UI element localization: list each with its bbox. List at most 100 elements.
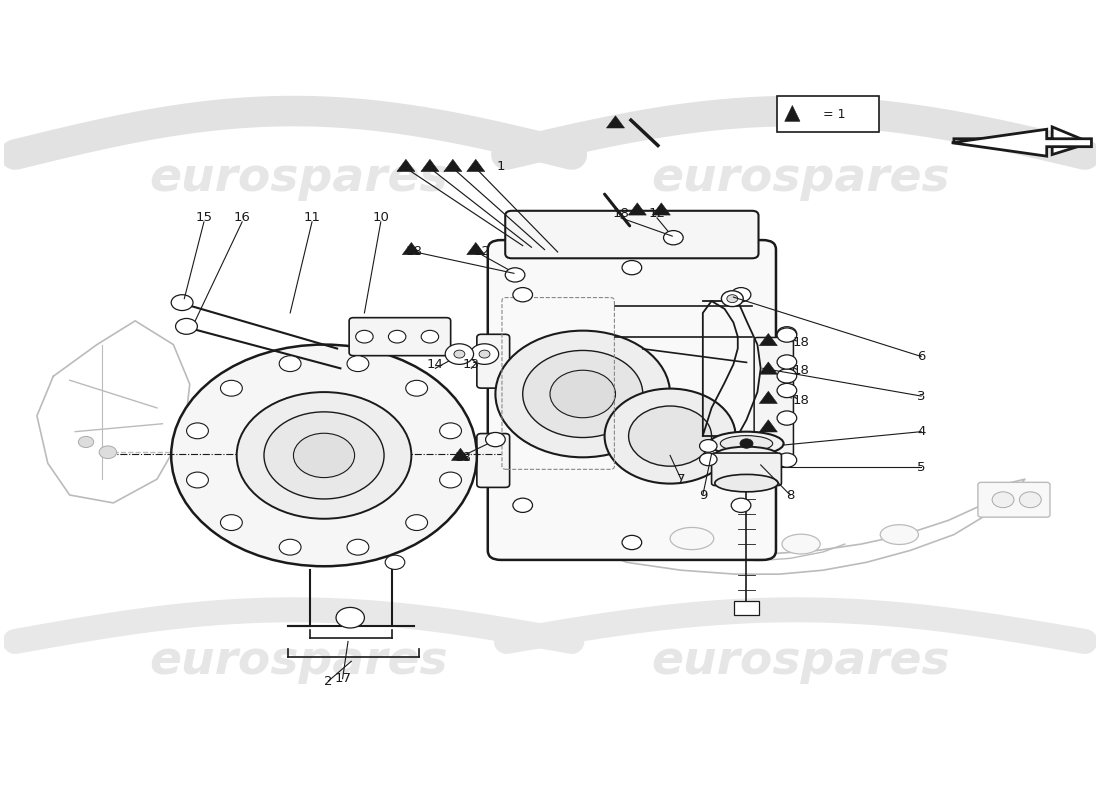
Circle shape: [99, 446, 117, 458]
Text: 18: 18: [793, 394, 810, 406]
Circle shape: [471, 344, 498, 364]
Polygon shape: [759, 362, 778, 374]
Circle shape: [550, 370, 616, 418]
Ellipse shape: [715, 446, 778, 464]
Circle shape: [385, 555, 405, 570]
Circle shape: [187, 472, 208, 488]
Text: = 1: = 1: [823, 108, 845, 121]
Circle shape: [777, 355, 796, 369]
Text: 12: 12: [649, 207, 666, 221]
Circle shape: [279, 539, 301, 555]
Polygon shape: [466, 159, 485, 171]
Circle shape: [777, 326, 796, 341]
Text: 18: 18: [405, 245, 422, 258]
Circle shape: [187, 423, 208, 438]
Polygon shape: [628, 203, 647, 215]
Circle shape: [505, 268, 525, 282]
Circle shape: [1020, 492, 1042, 508]
Text: eurospares: eurospares: [652, 638, 950, 684]
Circle shape: [628, 406, 712, 466]
Circle shape: [176, 318, 197, 334]
Polygon shape: [759, 334, 778, 346]
Polygon shape: [652, 203, 670, 215]
Polygon shape: [443, 159, 462, 171]
Circle shape: [446, 344, 474, 364]
Text: 1: 1: [496, 160, 505, 173]
Circle shape: [346, 356, 368, 371]
Polygon shape: [784, 106, 800, 122]
Circle shape: [777, 383, 796, 398]
Text: 5: 5: [917, 461, 925, 474]
Circle shape: [777, 369, 796, 383]
Circle shape: [440, 423, 462, 438]
Polygon shape: [421, 159, 439, 171]
Circle shape: [732, 287, 751, 302]
FancyBboxPatch shape: [735, 601, 759, 614]
Text: 18: 18: [793, 336, 810, 349]
Ellipse shape: [720, 436, 772, 451]
Circle shape: [522, 350, 642, 438]
FancyBboxPatch shape: [978, 482, 1050, 517]
Text: 18: 18: [793, 364, 810, 378]
Polygon shape: [759, 420, 778, 432]
Polygon shape: [952, 130, 1091, 156]
Circle shape: [621, 535, 641, 550]
Circle shape: [421, 330, 439, 343]
Text: 16: 16: [233, 211, 251, 225]
Ellipse shape: [782, 534, 821, 554]
Circle shape: [732, 498, 751, 513]
Circle shape: [727, 294, 738, 302]
Circle shape: [406, 514, 428, 530]
Text: 18: 18: [613, 207, 629, 221]
Text: 18: 18: [454, 450, 471, 463]
Circle shape: [777, 453, 796, 467]
Circle shape: [220, 380, 242, 396]
FancyBboxPatch shape: [777, 96, 879, 133]
Text: 17: 17: [334, 672, 351, 685]
Text: 9: 9: [698, 489, 707, 502]
Text: 8: 8: [786, 489, 794, 502]
Circle shape: [513, 287, 532, 302]
Circle shape: [172, 345, 477, 566]
Circle shape: [406, 380, 428, 396]
Circle shape: [777, 411, 796, 425]
Text: 2: 2: [324, 674, 332, 687]
Ellipse shape: [880, 525, 918, 545]
Circle shape: [236, 392, 411, 518]
Text: 11: 11: [304, 211, 320, 225]
Ellipse shape: [715, 474, 778, 492]
Circle shape: [740, 438, 754, 448]
Text: 14: 14: [427, 358, 443, 371]
Text: eurospares: eurospares: [652, 156, 950, 201]
Circle shape: [605, 389, 736, 483]
Circle shape: [172, 294, 192, 310]
Circle shape: [346, 539, 368, 555]
Text: 13: 13: [463, 358, 480, 371]
Circle shape: [388, 330, 406, 343]
Ellipse shape: [710, 432, 783, 455]
Text: 7: 7: [676, 473, 685, 486]
Circle shape: [264, 412, 384, 499]
Circle shape: [621, 261, 641, 274]
Circle shape: [454, 350, 465, 358]
Text: eurospares: eurospares: [150, 638, 448, 684]
Circle shape: [220, 514, 242, 530]
FancyBboxPatch shape: [349, 318, 451, 356]
Ellipse shape: [670, 527, 714, 550]
Polygon shape: [451, 448, 470, 461]
Text: 15: 15: [196, 211, 212, 225]
Circle shape: [478, 350, 490, 358]
Circle shape: [78, 437, 94, 447]
FancyBboxPatch shape: [477, 434, 509, 487]
Circle shape: [663, 230, 683, 245]
Polygon shape: [466, 242, 485, 254]
FancyBboxPatch shape: [487, 240, 776, 560]
Circle shape: [355, 330, 373, 343]
Circle shape: [495, 330, 670, 458]
Polygon shape: [759, 391, 778, 403]
FancyBboxPatch shape: [755, 338, 793, 462]
Circle shape: [485, 433, 505, 446]
Circle shape: [777, 328, 796, 342]
Circle shape: [992, 492, 1014, 508]
Circle shape: [336, 607, 364, 628]
